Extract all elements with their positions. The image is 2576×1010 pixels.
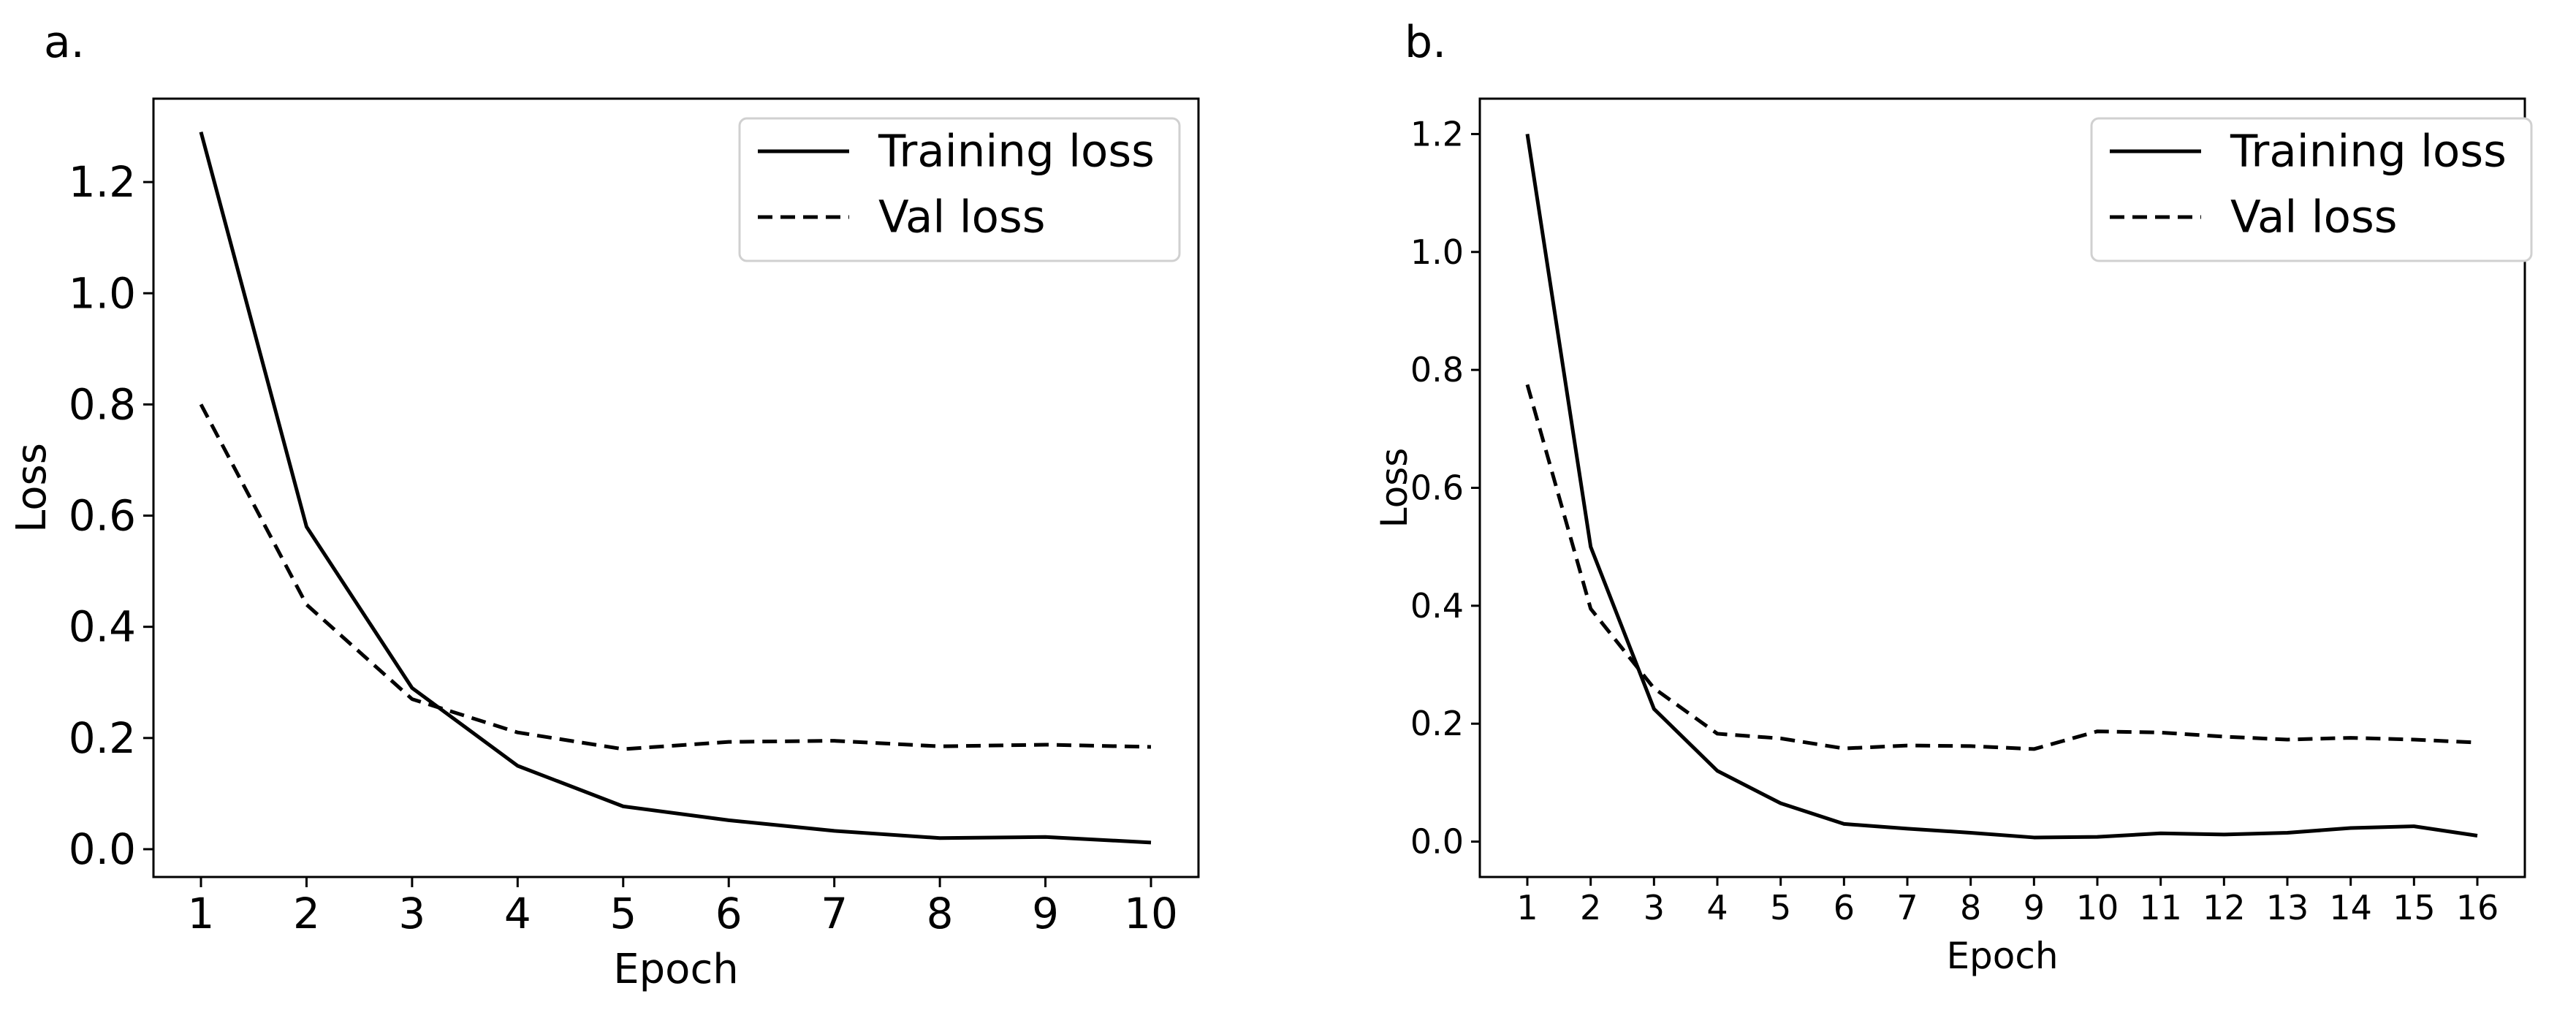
chart-b-x-tick-label: 10 [2076,888,2119,927]
chart-a-x-tick-label: 1 [188,889,215,938]
chart-a: a. 1 2 3 4 5 6 7 8 9 10 0.0 0.2 0.4 0.6 0.8 1.0 1.2 Epoch L… [8,17,1200,993]
chart-b-series-training-loss [1525,134,2478,840]
chart-a-x-tick-label: 8 [927,889,954,938]
chart-b-legend-label: Training loss [2230,126,2507,178]
chart-b-y-tick-label: 0.0 [1410,822,1464,862]
chart-b-y-tick-label: 0.6 [1410,468,1464,508]
chart-b-y-tick-label: 0.2 [1410,704,1464,743]
chart-b-x-tick-label: 14 [2329,888,2372,927]
chart-a-series-training-loss [199,131,1152,845]
chart-a-x-tick-label: 10 [1124,889,1178,938]
chart-a-legend-label: Training loss [878,126,1155,178]
chart-b: b.1 2 3 4 5 6 7 8 9 10 11 12 13 14 15 160.00.20.40.60.8… [1373,17,2533,977]
chart-a-y-tick-label: 0.8 [69,379,136,429]
chart-a-y-tick-label: 0.4 [69,602,136,652]
chart-b-x-tick-label: 3 [1644,888,1665,927]
chart-a-y-tick-label: 0.6 [69,491,136,541]
chart-b-x-tick-label: 1 [1516,888,1538,927]
chart-a-legend-box [738,117,1181,262]
chart-b-x-tick-label: 4 [1706,888,1728,927]
chart-a-x-tick-label: 3 [398,889,425,938]
chart-a-panel-label: a. [44,17,85,68]
chart-b-legend-box [2090,117,2533,262]
chart-b-x-tick-label: 15 [2393,888,2436,927]
chart-b-x-axis-label: Epoch [1946,935,2058,977]
chart-a-x-tick-label: 4 [504,889,531,938]
chart-a-x-tick-label: 6 [715,889,742,938]
chart-b-x-tick-label: 13 [2266,888,2309,927]
chart-b-y-tick-label: 0.8 [1410,350,1464,390]
chart-a-y-axis-label: Loss [8,443,56,533]
chart-a-x-tick-label: 9 [1032,889,1059,938]
chart-a-y-tick-label: 0.0 [69,824,136,874]
chart-b-panel-label: b. [1405,17,1446,68]
chart-b-x-tick-label: 11 [2139,888,2182,927]
chart-a-x-axis-label: Epoch [613,946,738,993]
chart-b-y-tick-label: 0.4 [1410,586,1464,626]
chart-b-legend: Training loss Val loss [2090,117,2533,262]
chart-a-legend: Training loss Val loss [738,117,1181,262]
chart-b-x-tick-label: 16 [2456,888,2499,927]
chart-a-y-tick-label: 0.2 [69,713,136,763]
chart-b-x-tick-label: 5 [1770,888,1791,927]
chart-a-x-tick-label: 7 [821,889,848,938]
chart-a-y-tick-label: 1.0 [69,268,136,318]
chart-b-x-tick-label: 9 [2024,888,2045,927]
chart-b-legend-label: Val loss [2230,191,2398,243]
chart-b-series-val-loss [1525,384,2478,751]
chart-b-x-tick-label: 8 [1960,888,1981,927]
chart-b-x-tick-label: 2 [1580,888,1601,927]
chart-a-plot-frame [152,97,1200,878]
chart-a-series-val-loss [199,403,1152,751]
chart-b-y-axis-label: Loss [1373,448,1416,528]
chart-b-x-tick-label: 6 [1834,888,1855,927]
chart-b-x-tick-label: 7 [1896,888,1918,927]
chart-a-x-tick-label: 5 [609,889,637,938]
chart-a-legend-label: Val loss [878,191,1046,243]
chart-b-y-tick-label: 1.2 [1410,114,1464,153]
chart-a-y-tick-label: 1.2 [69,157,136,207]
chart-b-x-tick-label: 12 [2203,888,2246,927]
chart-a-x-tick-label: 2 [293,889,320,938]
chart-b-y-tick-label: 1.0 [1410,232,1464,272]
